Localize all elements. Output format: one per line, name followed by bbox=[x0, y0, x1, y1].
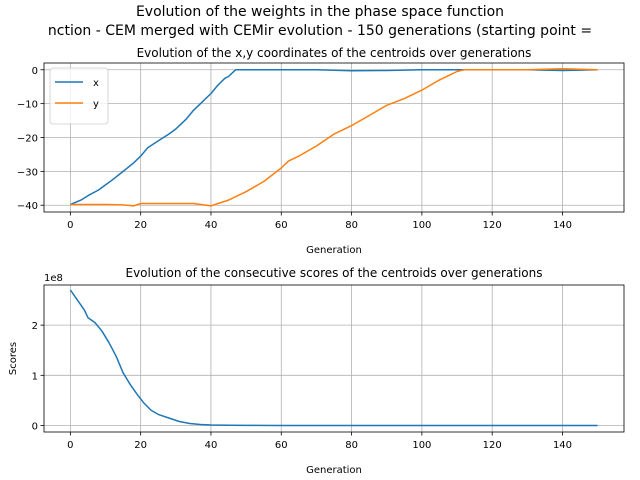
scores-offset-label: 1e8 bbox=[44, 273, 63, 284]
scores-xtick-label: 120 bbox=[483, 440, 502, 451]
scores-ylabel: Scores bbox=[8, 342, 19, 375]
chart-coordinates: 0 20 40 60 80 100 120 140 −40 −30 −20 −10 0 Evolution… bbox=[17, 46, 625, 256]
coords-xtick-label: 0 bbox=[67, 220, 73, 231]
scores-xlabel: Generation bbox=[306, 465, 362, 476]
scores-xtick-label: 0 bbox=[67, 440, 73, 451]
scores-title: Evolution of the consecutive scores of t… bbox=[126, 266, 543, 280]
coords-series-line-y bbox=[70, 68, 598, 207]
coords-legend: xy bbox=[49, 67, 109, 125]
coords-legend-box bbox=[49, 67, 109, 125]
scores-ytick-label: 2 bbox=[32, 321, 38, 332]
coords-ytick-label: −40 bbox=[17, 201, 38, 212]
coords-title: Evolution of the x,y coordinates of the … bbox=[137, 46, 532, 60]
coords-ytick-label: 0 bbox=[32, 66, 38, 77]
figure-suptitle-line2: nction - CEM merged with CEMir evolution… bbox=[48, 23, 592, 39]
coords-xtick-label: 20 bbox=[134, 220, 147, 231]
scores-xtick-label: 80 bbox=[345, 440, 358, 451]
coords-xtick-label: 140 bbox=[553, 220, 572, 231]
scores-xtick-label: 100 bbox=[412, 440, 431, 451]
coords-series-line-x bbox=[70, 69, 598, 206]
coords-xtick-label: 120 bbox=[483, 220, 502, 231]
coords-xlabel: Generation bbox=[306, 245, 362, 256]
chart-scores: 0 20 40 60 80 100 120 140 0 1 2 Evolution of the co… bbox=[8, 266, 625, 476]
scores-axes-frame bbox=[43, 284, 625, 433]
coords-legend-label-y: y bbox=[93, 99, 99, 110]
scores-xtick-label: 40 bbox=[205, 440, 218, 451]
scores-series-line-0 bbox=[69, 289, 598, 427]
scores-xtick-label: 140 bbox=[553, 440, 572, 451]
scores-xtick-label: 20 bbox=[134, 440, 147, 451]
scores-ytick-label: 1 bbox=[32, 371, 38, 382]
scores-ytick-label: 0 bbox=[32, 421, 38, 432]
coords-xtick-label: 80 bbox=[345, 220, 358, 231]
coords-xtick-label: 100 bbox=[412, 220, 431, 231]
scores-xtick-label: 60 bbox=[275, 440, 288, 451]
coords-ytick-label: −30 bbox=[17, 167, 38, 178]
figure-suptitle-line1: Evolution of the weights in the phase sp… bbox=[136, 4, 504, 20]
coords-ytick-label: −20 bbox=[17, 134, 38, 145]
coords-legend-label-x: x bbox=[93, 78, 99, 89]
coords-ytick-label: −10 bbox=[17, 100, 38, 111]
coords-xtick-label: 40 bbox=[205, 220, 218, 231]
coords-xtick-label: 60 bbox=[275, 220, 288, 231]
